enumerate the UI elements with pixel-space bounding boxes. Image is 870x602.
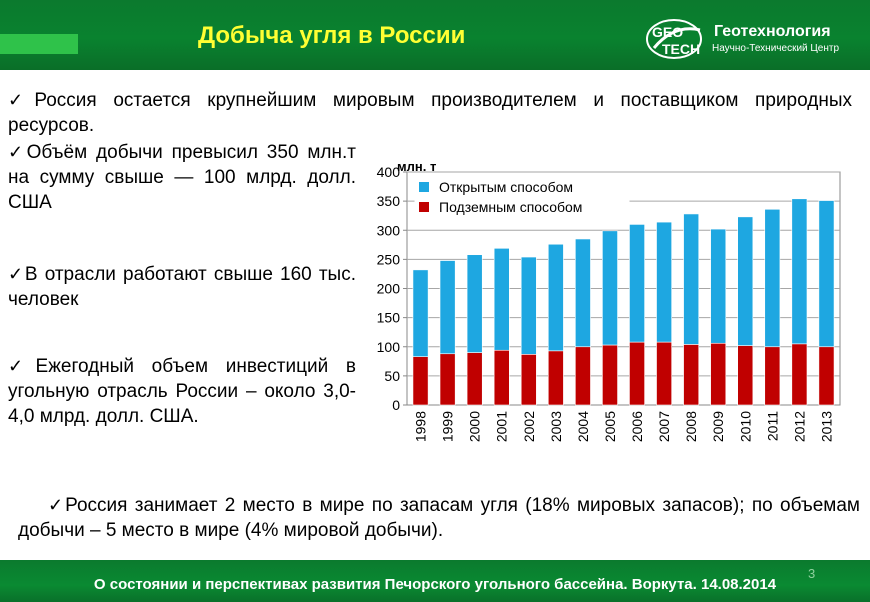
- page-title: Добыча угля в России: [198, 22, 466, 49]
- x-tick-label: 2005: [602, 411, 618, 442]
- x-tick-label: 2001: [494, 411, 510, 442]
- page-number: 3: [808, 566, 816, 581]
- x-tick-label: 2011: [764, 411, 780, 441]
- footer-text: О состоянии и перспективах развития Печо…: [93, 576, 777, 593]
- logo-company-name: Геотехнология: [714, 23, 831, 40]
- x-tick-label: 1998: [413, 411, 429, 442]
- y-tick-label: 250: [377, 251, 401, 267]
- y-tick-label: 200: [377, 281, 401, 297]
- bar-open-pit: [656, 221, 672, 343]
- checkmark-icon: ✓: [8, 356, 36, 376]
- svg-text:TECH: TECH: [662, 41, 700, 57]
- y-tick-label: 350: [377, 193, 401, 209]
- legend-swatch: [419, 182, 429, 192]
- bar-underground: [602, 344, 618, 406]
- y-tick-label: 150: [377, 310, 401, 326]
- legend-label: Подземным способом: [439, 199, 582, 215]
- bar-underground: [412, 356, 429, 406]
- bar-open-pit: [466, 254, 483, 353]
- x-tick-label: 2008: [683, 411, 699, 442]
- footer-bar: [0, 560, 870, 602]
- x-tick-label: 2007: [656, 411, 672, 442]
- x-tick-label: 2013: [818, 411, 834, 442]
- y-tick-label: 300: [377, 222, 401, 238]
- bullet-1: ✓Россия остается крупнейшим мировым прои…: [8, 88, 852, 138]
- bar-underground: [493, 349, 510, 406]
- bar-open-pit: [683, 213, 700, 345]
- bar-open-pit: [439, 260, 456, 355]
- header-bar: [0, 0, 870, 70]
- bar-underground: [710, 342, 727, 406]
- legend-swatch: [419, 202, 429, 212]
- bar-open-pit: [737, 216, 754, 346]
- bar-open-pit: [575, 238, 591, 348]
- x-tick-label: 2002: [521, 411, 537, 442]
- bullet-4-text: Ежегодный объем инвестиций в угольную от…: [8, 356, 356, 427]
- bar-underground: [466, 352, 483, 406]
- bullet-2: ✓Объём добычи превысил 350 млн.т на сумм…: [8, 140, 356, 215]
- bar-underground: [683, 344, 700, 406]
- bar-open-pit: [493, 248, 510, 351]
- bar-underground: [547, 350, 564, 406]
- x-tick-label: 2009: [710, 411, 726, 442]
- bullet-5: ✓Россия занимает 2 место в мире по запас…: [18, 493, 860, 543]
- x-tick-label: 2006: [629, 411, 645, 442]
- bullet-1-text: Россия остается крупнейшим мировым произ…: [8, 90, 852, 136]
- bar-open-pit: [764, 208, 781, 348]
- checkmark-icon: ✓: [8, 264, 25, 284]
- x-tick-label: 2000: [467, 411, 483, 442]
- bar-open-pit: [547, 243, 564, 352]
- bar-underground: [764, 346, 781, 406]
- logo-company-subtitle: Научно-Технический Центр: [712, 43, 840, 54]
- bar-underground: [439, 353, 456, 406]
- bar-underground: [520, 354, 537, 406]
- bullet-3-text: В отрасли работают свыше 160 тыс. челове…: [8, 264, 356, 310]
- y-tick-label: 0: [392, 397, 400, 413]
- checkmark-icon: ✓: [8, 90, 35, 110]
- x-tick-label: 2010: [737, 411, 753, 442]
- legend-box: [414, 175, 630, 219]
- checkmark-icon: ✓: [48, 495, 66, 515]
- bar-underground: [818, 346, 835, 406]
- bar-underground: [656, 341, 672, 406]
- bar-open-pit: [520, 256, 537, 355]
- x-tick-label: 1999: [440, 411, 456, 442]
- bar-open-pit: [629, 224, 645, 343]
- y-tick-label: 400: [377, 164, 401, 180]
- x-tick-label: 2012: [791, 411, 807, 442]
- y-axis-label: млн. т: [397, 159, 436, 174]
- bullet-3: ✓В отрасли работают свыше 160 тыс. челов…: [8, 262, 356, 312]
- legend-label: Открытым способом: [439, 179, 573, 195]
- svg-text:GEO: GEO: [652, 24, 683, 40]
- bar-underground: [791, 343, 808, 406]
- bar-open-pit: [791, 198, 808, 345]
- checkmark-icon: ✓: [8, 142, 27, 162]
- bar-underground: [629, 341, 645, 406]
- bar-open-pit: [818, 200, 835, 348]
- bar-open-pit: [710, 228, 727, 344]
- y-tick-label: 50: [384, 368, 400, 384]
- geotech-logo-icon: GEO TECH: [646, 19, 702, 59]
- x-tick-label: 2004: [575, 411, 591, 442]
- bullet-2-text: Объём добычи превысил 350 млн.т на сумму…: [8, 142, 356, 213]
- header-accent-stripe: [0, 34, 78, 54]
- bullet-4: ✓Ежегодный объем инвестиций в угольную о…: [8, 354, 356, 429]
- bullet-5-text: Россия занимает 2 место в мире по запаса…: [18, 495, 860, 541]
- bar-underground: [575, 346, 591, 406]
- x-tick-label: 2003: [548, 411, 564, 442]
- y-tick-label: 100: [377, 339, 401, 355]
- bar-open-pit: [412, 269, 429, 357]
- bar-open-pit: [602, 230, 618, 346]
- bar-underground: [737, 345, 754, 406]
